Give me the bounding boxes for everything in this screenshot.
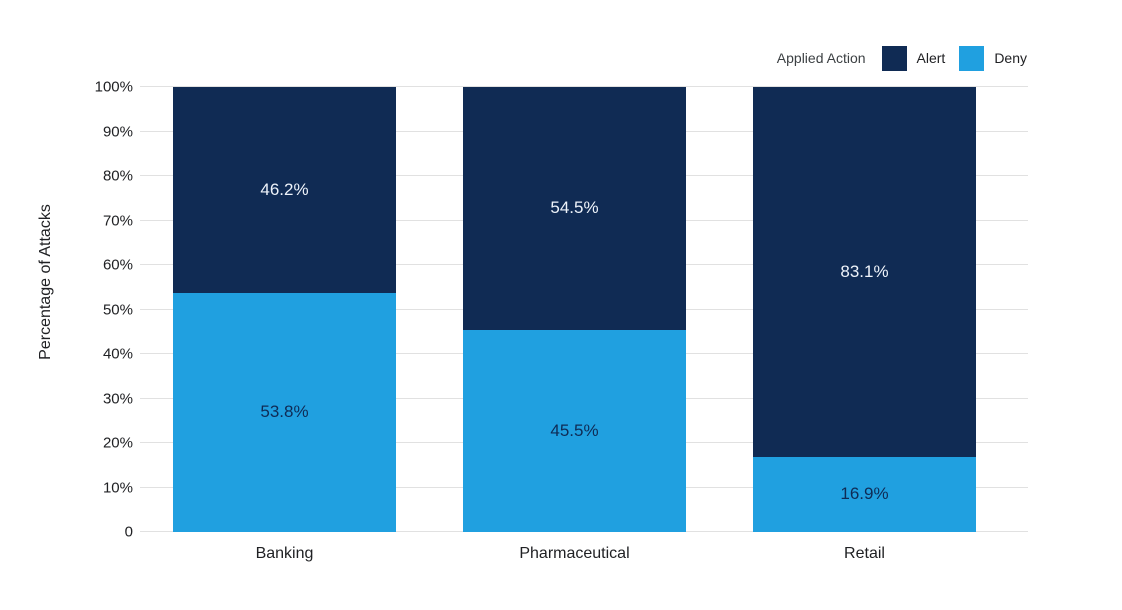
segment-value-label: 54.5% (550, 198, 599, 218)
segment-value-label: 53.8% (260, 402, 309, 422)
segment-value-label: 46.2% (260, 179, 309, 199)
y-tick-label: 30% (102, 390, 133, 407)
y-tick-label: 40% (102, 345, 133, 363)
bar-segment-alert-banking: 46.2% (173, 87, 396, 293)
legend-label-deny: Deny (994, 50, 1027, 66)
y-tick-label: 80% (102, 167, 133, 185)
y-tick-label: 50% (102, 301, 133, 318)
y-tick-label: 60% (102, 256, 133, 274)
bar-segment-alert-pharmaceutical: 54.5% (463, 87, 686, 330)
y-tick-label: 20% (102, 434, 133, 452)
bar-banking: 53.8% 46.2% (173, 87, 396, 532)
y-axis-ticks: 0 10% 20% 30% 40% 50% 60% 70% 80% 90% 100% (40, 79, 133, 541)
legend: Applied Action Alert Deny (777, 44, 1027, 72)
segment-value-label: 16.9% (840, 484, 889, 504)
gridline (140, 86, 1028, 87)
y-tick-label: 10% (102, 479, 133, 496)
bar-segment-deny-retail: 16.9% (753, 456, 976, 532)
legend-title: Applied Action (776, 50, 866, 66)
x-label-banking: Banking (255, 545, 314, 562)
y-tick-label: 90% (102, 123, 133, 140)
x-label-pharmaceutical: Pharmaceutical (519, 545, 630, 562)
bar-retail: 16.9% 83.1% (753, 87, 976, 532)
legend-item-alert: Alert (881, 45, 946, 71)
bar-pharmaceutical: 45.5% 54.5% (463, 87, 686, 532)
legend-item-deny: Deny (959, 45, 1027, 71)
bar-segment-deny-banking: 53.8% (173, 292, 396, 532)
y-tick-label: 70% (102, 212, 133, 229)
deny-swatch-icon (959, 45, 985, 71)
bar-segment-alert-retail: 83.1% (753, 87, 976, 457)
segment-value-label: 45.5% (550, 420, 599, 440)
alert-swatch-icon (881, 45, 907, 71)
bar-segment-deny-pharmaceutical: 45.5% (463, 329, 686, 532)
segment-value-label: 83.1% (840, 261, 889, 281)
x-label-retail: Retail (844, 545, 885, 562)
y-tick-label: 0 (124, 523, 133, 541)
x-axis-labels: Banking Pharmaceutical Retail (140, 545, 1028, 569)
legend-label-alert: Alert (916, 50, 946, 66)
plot-area: 53.8% 46.2% 45.5% 54.5% 16.9% 83.1% (140, 86, 1028, 532)
y-tick-label: 100% (94, 78, 133, 96)
